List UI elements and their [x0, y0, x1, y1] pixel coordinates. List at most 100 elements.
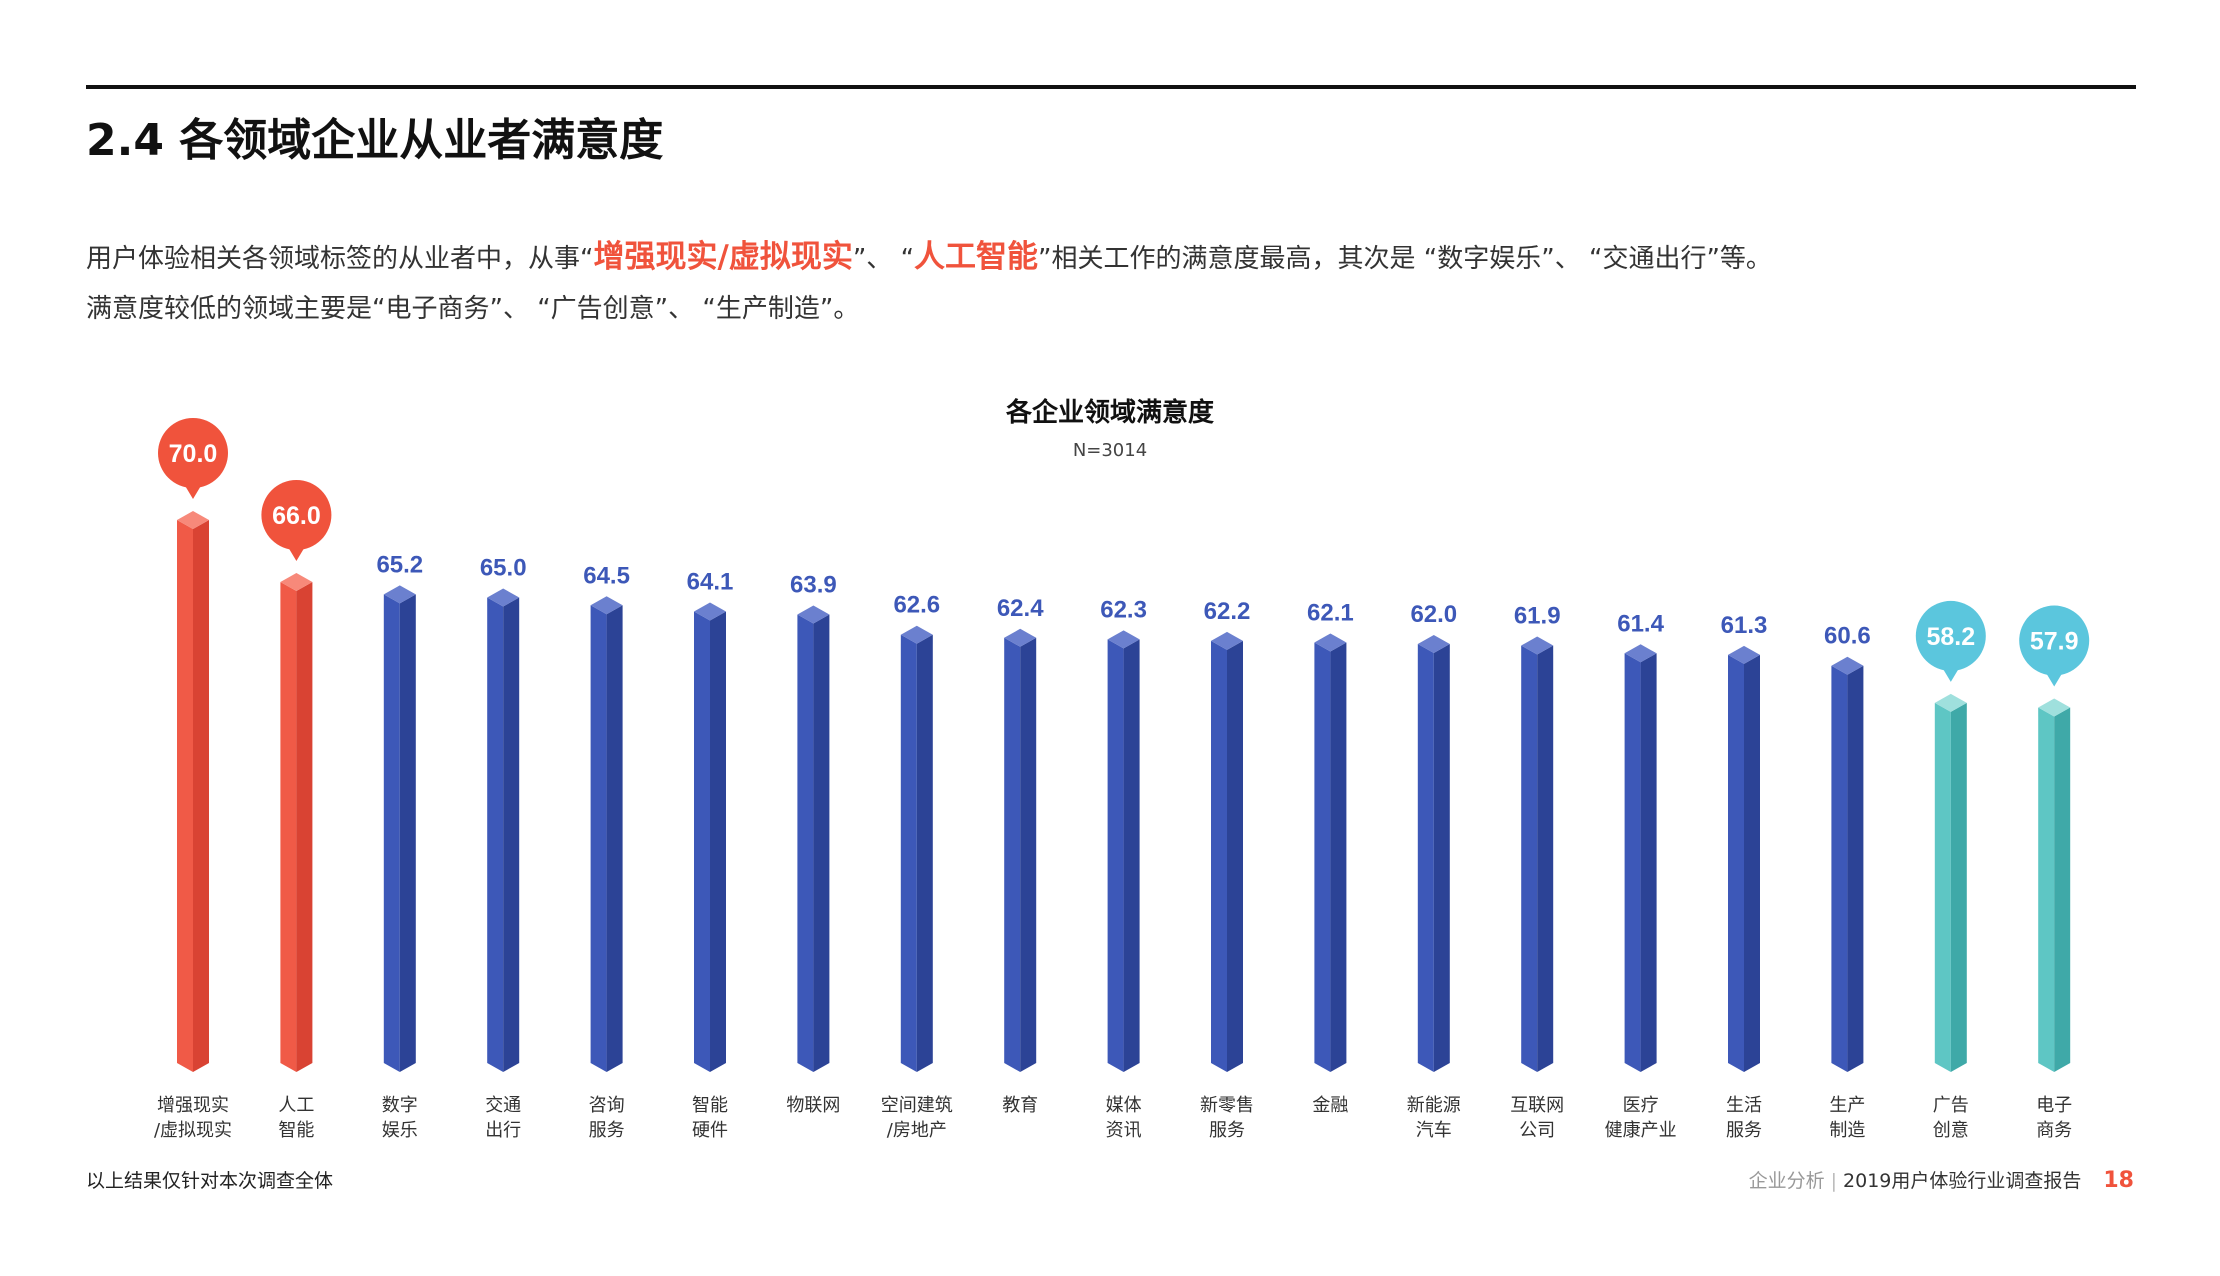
value-label: 70.0	[169, 440, 218, 468]
category-label: 电子	[2036, 1095, 2072, 1116]
bar-side	[1744, 654, 1760, 1072]
bar-front	[1107, 639, 1124, 1072]
category-label: 互联网	[1510, 1095, 1564, 1116]
callout-pointer	[287, 546, 306, 561]
bar-front	[1314, 642, 1331, 1072]
value-label: 62.2	[1204, 598, 1251, 625]
category-label: 咨询	[589, 1095, 625, 1116]
category-label: 创意	[1933, 1120, 1969, 1141]
category-label: 汽车	[1416, 1120, 1452, 1141]
summary-line1-b: ”相关工作的满意度最高，其次是 “数字娱乐”、 “交通出行”等。	[1038, 244, 1772, 274]
bar-front	[900, 634, 917, 1072]
bar-top	[1728, 645, 1760, 664]
callout-pointer	[2045, 671, 2064, 687]
bar-side	[503, 597, 520, 1072]
bar-front	[1934, 702, 1951, 1072]
value-label: 65.2	[376, 551, 423, 578]
bar-top	[487, 588, 520, 607]
value-label: 57.9	[2030, 628, 2079, 656]
footer-separator: |	[1830, 1170, 1838, 1192]
bar-side	[1330, 642, 1347, 1072]
category-label: 智能	[278, 1120, 314, 1141]
category-label: 空间建筑	[881, 1095, 953, 1116]
value-label: 66.0	[272, 502, 321, 530]
bar-front	[1521, 645, 1538, 1072]
bar-side	[1433, 644, 1450, 1072]
bar-side	[1227, 640, 1243, 1072]
callout-bubble	[158, 418, 228, 488]
category-label: 硬件	[692, 1120, 728, 1141]
footer-section: 企业分析	[1748, 1170, 1825, 1192]
value-label: 62.0	[1410, 601, 1457, 628]
category-label: 健康产业	[1605, 1120, 1677, 1141]
bar-top	[694, 602, 726, 621]
bar-top	[1314, 633, 1347, 652]
value-label: 62.6	[893, 592, 940, 619]
value-label: 62.1	[1307, 599, 1354, 626]
bar-side	[193, 520, 209, 1072]
bar-side	[2054, 707, 2071, 1072]
footnote: 以上结果仅针对本次调查全体	[86, 1170, 334, 1192]
bar-front	[694, 611, 710, 1072]
highlight-ar-vr: 增强现实/虚拟现实	[593, 239, 853, 275]
bar-top	[1521, 636, 1554, 655]
category-label: 生活	[1726, 1095, 1762, 1116]
bar-front	[1624, 653, 1641, 1072]
category-label: 金融	[1312, 1095, 1348, 1116]
bar-side	[1950, 702, 1967, 1072]
category-label: 新零售	[1200, 1095, 1254, 1116]
bar-front	[2038, 707, 2055, 1072]
value-label: 61.9	[1514, 603, 1561, 630]
bar-front	[1728, 654, 1744, 1072]
bar-top	[177, 511, 209, 529]
bar-top	[900, 625, 933, 644]
bar-front	[797, 614, 814, 1072]
category-label: 物联网	[786, 1095, 840, 1116]
summary-line-2: 满意度较低的领域主要是“电子商务”、 “广告创意”、 “生产制造”。	[86, 294, 860, 324]
bar-top	[383, 585, 416, 604]
bar-side	[813, 614, 830, 1072]
page-title: 2.4 各领域企业从业者满意度	[86, 115, 664, 166]
category-label: 广告	[1933, 1095, 1969, 1116]
category-label: 人工	[278, 1095, 314, 1116]
category-label: 新能源	[1407, 1095, 1461, 1116]
bar-top	[1211, 631, 1243, 650]
bar-front	[487, 597, 504, 1072]
quote-close: ”、 “	[852, 244, 915, 274]
page-number: 18	[2103, 1168, 2134, 1193]
highlight-ai: 人工智能	[914, 239, 1039, 275]
category-label: 服务	[589, 1120, 625, 1141]
bar-front	[1211, 640, 1227, 1072]
bar-top	[1004, 628, 1037, 647]
bar-top	[280, 573, 313, 591]
callout-bubble	[2019, 605, 2090, 676]
value-label: 62.3	[1100, 596, 1147, 623]
value-label: 58.2	[1926, 623, 1975, 651]
category-label: 服务	[1209, 1120, 1245, 1141]
summary-text: 用户体验相关各领域标签的从业者中，从事“增强现实/虚拟现实”、 “人工智能”相关…	[86, 232, 1772, 334]
value-label: 60.6	[1824, 623, 1871, 650]
callout-bubble	[261, 480, 332, 550]
bar-front	[1417, 644, 1434, 1072]
category-label: /虚拟现实	[154, 1120, 232, 1141]
bar-front	[383, 594, 400, 1072]
category-label: 商务	[2036, 1120, 2072, 1141]
bar-front	[1831, 665, 1848, 1072]
category-label: 数字	[382, 1095, 418, 1116]
category-label: /房地产	[887, 1120, 947, 1141]
bar-top	[797, 605, 830, 624]
bar-side	[606, 605, 623, 1072]
value-label: 65.0	[480, 555, 527, 582]
category-label: 出行	[485, 1120, 521, 1141]
bar-top	[1624, 644, 1657, 663]
value-label: 64.5	[583, 562, 630, 589]
bar-side	[399, 594, 416, 1072]
bar-top	[1417, 635, 1450, 653]
callout-bubble	[1915, 600, 1986, 671]
footer: 企业分析 | 2019用户体验行业调查报告 18	[1749, 1166, 2134, 1193]
value-label: 64.1	[687, 568, 734, 595]
category-label: 交通	[485, 1095, 521, 1116]
bar-front	[590, 605, 607, 1072]
bar-top	[1831, 656, 1864, 675]
